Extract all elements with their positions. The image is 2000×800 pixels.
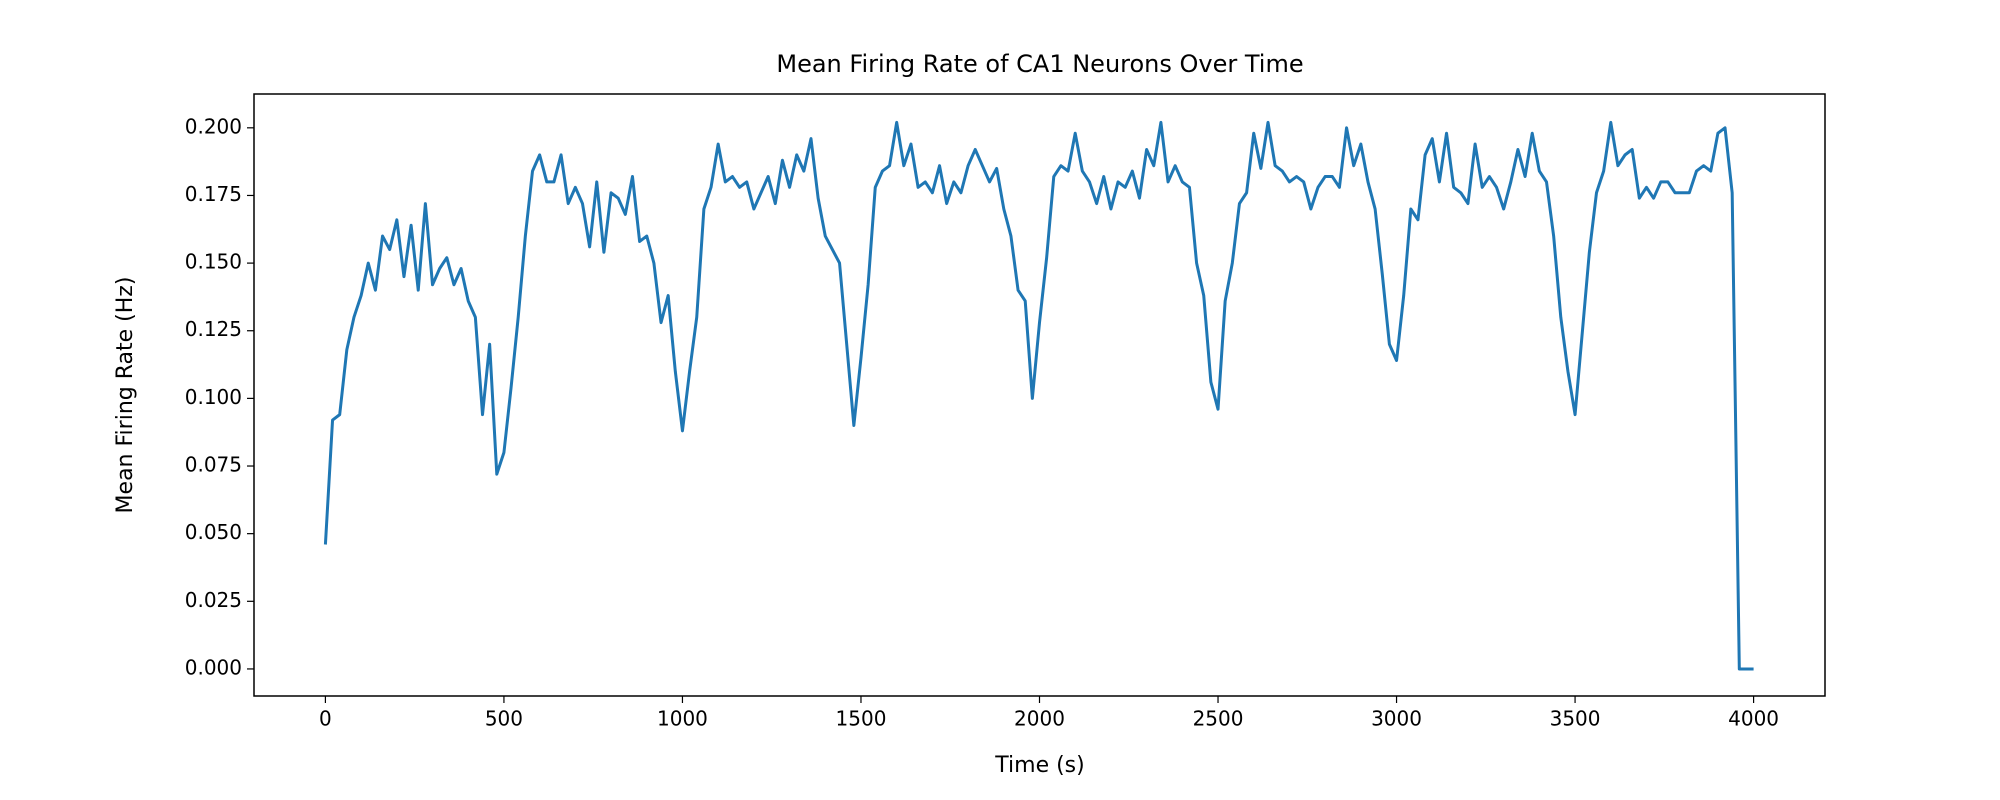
y-tick-label: 0.175 [185, 182, 242, 206]
x-axis-label: Time (s) [994, 753, 1084, 778]
plot-frame [253, 93, 1826, 697]
data-line [323, 120, 1754, 671]
x-tick-label: 0 [319, 707, 332, 731]
y-tick-label: 0.000 [185, 655, 242, 679]
y-tick-label: 0.125 [185, 317, 242, 341]
y-tick-label: 0.050 [185, 520, 242, 544]
y-tick-label: 0.025 [185, 588, 242, 612]
y-tick-label: 0.075 [185, 453, 242, 477]
x-tick-label: 500 [485, 707, 523, 731]
y-tick-label: 0.100 [185, 385, 242, 409]
chart-title: Mean Firing Rate of CA1 Neurons Over Tim… [776, 50, 1303, 78]
x-tick-label: 1500 [836, 707, 887, 731]
x-tick-label: 1000 [657, 707, 708, 731]
x-tick-label: 2500 [1193, 707, 1244, 731]
y-tick-label: 0.150 [185, 250, 242, 274]
x-tick-label: 3500 [1550, 707, 1601, 731]
x-tick-label: 2000 [1014, 707, 1065, 731]
y-tick-label: 0.200 [185, 114, 242, 138]
y-axis-label: Mean Firing Rate (Hz) [113, 277, 138, 514]
x-tick-label: 3000 [1371, 707, 1422, 731]
x-tick-label: 4000 [1728, 707, 1779, 731]
